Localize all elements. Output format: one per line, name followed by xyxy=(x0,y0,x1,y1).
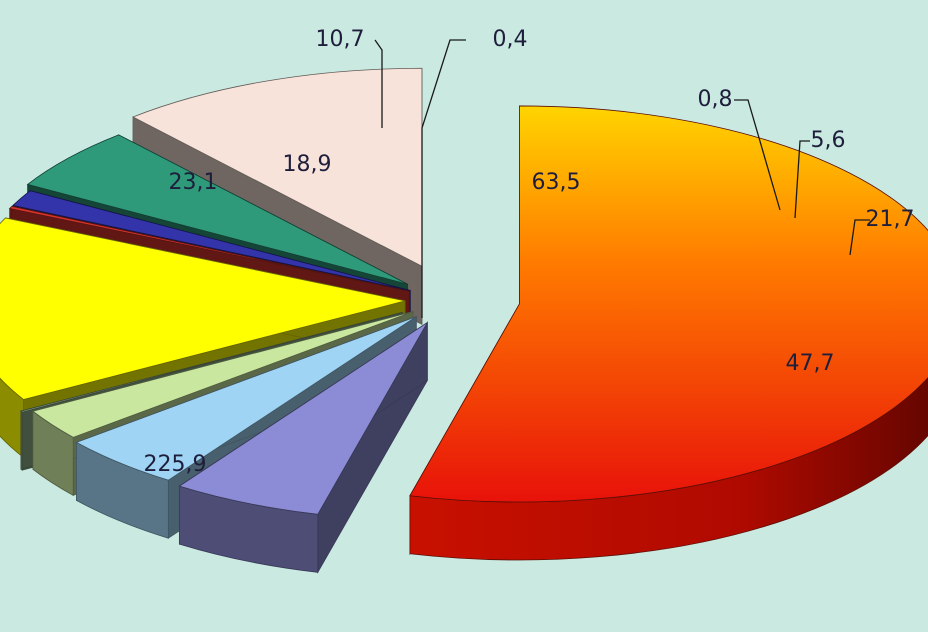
data-label-0-4: 0,4 xyxy=(493,27,528,52)
leader-line-5-6 xyxy=(794,140,810,219)
data-label-47-7: 47,7 xyxy=(786,351,835,376)
leader-line-10-7 xyxy=(374,39,383,128)
data-label-18-9: 18,9 xyxy=(283,152,332,177)
leader-line-0-4 xyxy=(421,39,466,318)
pie-slice-225-9 xyxy=(409,105,928,561)
data-label-10-7: 10,7 xyxy=(316,27,365,52)
leader-line-0-8 xyxy=(734,99,781,211)
data-label-225-9: 225,9 xyxy=(144,452,207,477)
data-label-21-7: 21,7 xyxy=(866,207,915,232)
data-label-23-1: 23,1 xyxy=(169,170,218,195)
data-label-63-5: 63,5 xyxy=(532,170,581,195)
data-label-0-8: 0,8 xyxy=(698,87,733,112)
pie-slice-23-1 xyxy=(178,321,428,574)
leader-line-21-7 xyxy=(849,219,870,256)
data-label-5-6: 5,6 xyxy=(811,128,846,153)
